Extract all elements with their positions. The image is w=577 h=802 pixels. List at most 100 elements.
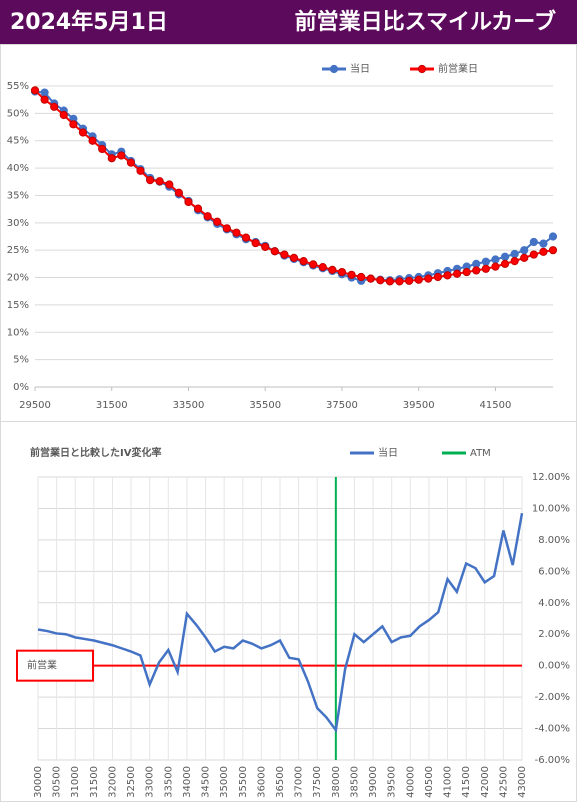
y-tick-label: 50% (7, 108, 29, 119)
point (40, 88, 49, 97)
header-bar (0, 0, 577, 44)
point (520, 253, 529, 262)
point (452, 269, 462, 278)
point (539, 247, 548, 256)
y-tick-label: 6.00% (538, 566, 570, 577)
point (107, 154, 116, 163)
point (289, 253, 299, 262)
reference-label: 前営業 (27, 659, 57, 672)
y-tick-label: 55% (7, 81, 29, 92)
legend-marker (329, 64, 339, 74)
header-title: 前営業日比スマイルカーブ (295, 9, 556, 35)
x-tick-label: 37000 (294, 766, 305, 798)
y-tick-label: 8.00% (538, 535, 570, 546)
point (136, 166, 145, 175)
legend-label: 前営業日 (438, 62, 478, 75)
point (318, 263, 327, 272)
x-tick-label: 35500 (238, 766, 249, 798)
y-tick-label: 20% (7, 273, 29, 284)
point (40, 95, 49, 104)
y-tick-label: 2.00% (538, 629, 570, 640)
y-tick-label: 35% (7, 190, 29, 201)
point (328, 265, 337, 274)
point (433, 272, 442, 282)
y-tick-label: 30% (7, 218, 29, 229)
y-tick-label: 10% (7, 327, 29, 338)
point (78, 128, 88, 137)
point (222, 224, 231, 233)
chart-frame (0, 421, 577, 802)
x-tick-label: 31500 (96, 400, 128, 411)
point (69, 120, 78, 129)
y-tick-label: -2.00% (535, 692, 570, 703)
chart-frame (0, 44, 577, 422)
legend-label: ATM (470, 448, 491, 459)
point (251, 238, 260, 248)
point (376, 276, 385, 285)
point (309, 260, 318, 269)
point (366, 274, 375, 283)
x-tick-label: 38000 (331, 766, 342, 798)
point (155, 177, 164, 186)
point (165, 180, 174, 189)
legend-marker (417, 64, 427, 74)
point (481, 264, 490, 273)
y-tick-label: 15% (7, 300, 29, 311)
point (500, 252, 510, 261)
x-tick-label: 31500 (89, 766, 100, 798)
y-tick-label: 0.00% (538, 661, 570, 672)
y-tick-label: -4.00% (535, 724, 570, 735)
point (126, 158, 136, 167)
point (270, 247, 279, 256)
legend-label: 当日 (378, 446, 398, 459)
x-tick-label: 31000 (70, 766, 81, 798)
x-tick-label: 32500 (126, 766, 137, 798)
point (232, 228, 241, 237)
x-tick-label: 34500 (201, 766, 212, 798)
point (184, 197, 193, 207)
point (347, 270, 356, 279)
series-line (34, 89, 554, 283)
point (213, 217, 222, 226)
point (146, 176, 155, 185)
x-tick-label: 29500 (19, 400, 51, 411)
point (462, 267, 471, 277)
point (491, 255, 500, 264)
y-tick-label: 5% (13, 355, 29, 366)
point (481, 257, 490, 266)
x-tick-label: 35000 (219, 766, 230, 798)
x-tick-label: 38500 (349, 766, 360, 798)
point (405, 276, 414, 285)
point (193, 204, 203, 213)
point (510, 257, 519, 266)
point (30, 86, 40, 95)
point (261, 242, 270, 251)
x-tick-label: 39500 (387, 766, 398, 798)
y-tick-label: 4.00% (538, 598, 570, 609)
x-tick-label: 41000 (443, 766, 454, 798)
x-tick-label: 33500 (173, 400, 205, 411)
point (98, 144, 107, 154)
x-tick-label: 35500 (249, 400, 281, 411)
y-tick-label: 10.00% (532, 503, 570, 514)
chart-title: 前営業日と比較したIV変化率 (30, 446, 161, 459)
header-date: 2024年5月1日 (10, 9, 168, 35)
point (357, 272, 366, 282)
x-tick-label: 30500 (52, 766, 63, 798)
x-tick-label: 41500 (461, 766, 472, 798)
point (174, 188, 183, 197)
point (424, 274, 433, 283)
series-line (34, 90, 554, 282)
point (59, 110, 68, 120)
point (510, 249, 519, 259)
point (529, 250, 538, 259)
y-tick-label: -6.00% (535, 755, 570, 766)
point (472, 266, 481, 275)
x-tick-label: 43000 (517, 766, 528, 798)
x-tick-label: 30000 (33, 766, 44, 798)
point (203, 212, 212, 221)
x-tick-label: 41500 (480, 400, 512, 411)
x-tick-label: 40000 (405, 766, 416, 798)
x-tick-label: 34000 (182, 766, 193, 798)
